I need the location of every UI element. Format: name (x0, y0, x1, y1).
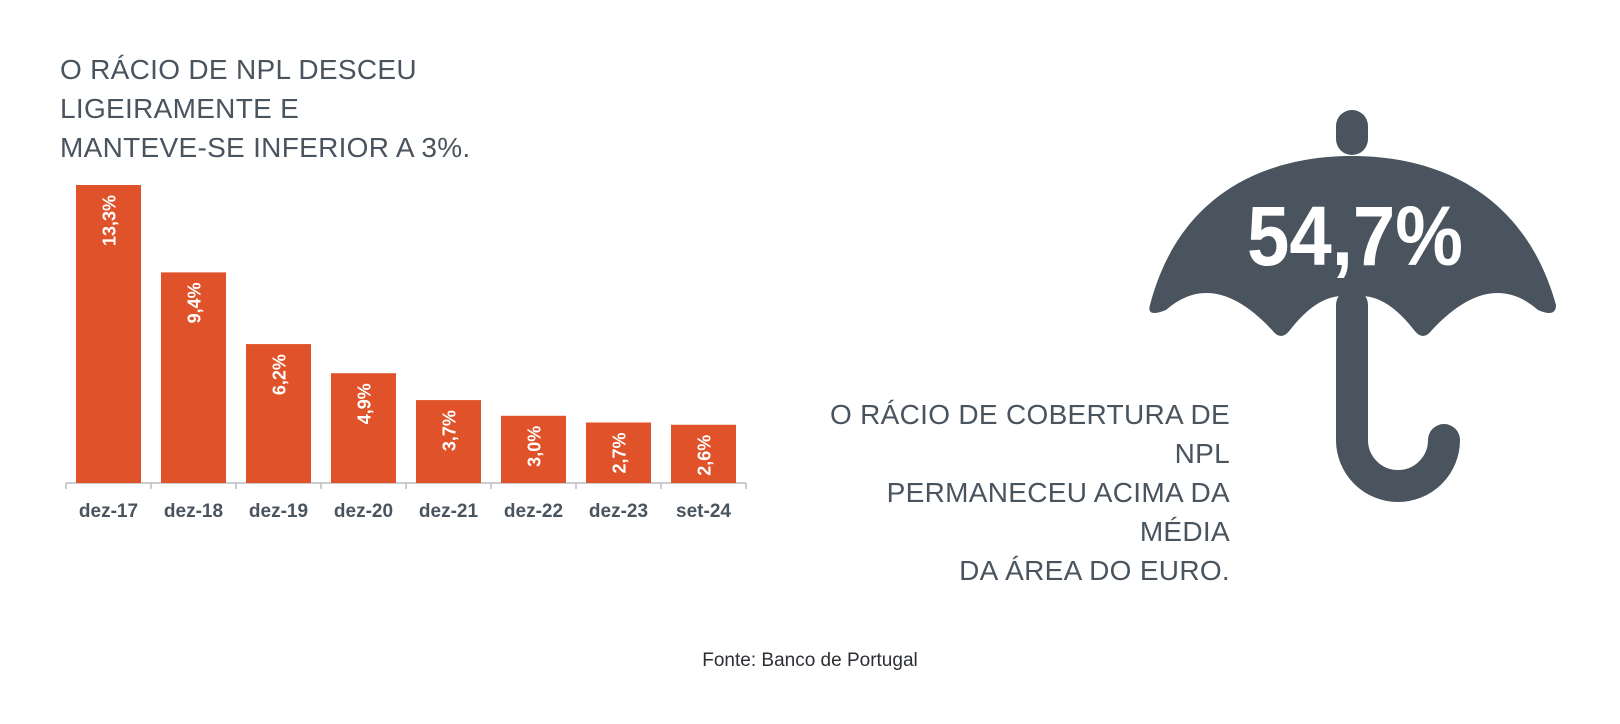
bar-dez-22 (501, 415, 566, 483)
bar-value-label: 3,0% (525, 426, 545, 467)
bar-dez-21 (416, 400, 481, 483)
bar-value-label: 6,2% (270, 354, 290, 395)
umbrella-handle (1336, 289, 1460, 502)
bar-dez-18 (161, 272, 226, 483)
bar-value-label: 9,4% (185, 282, 205, 323)
x-tick-label: dez-22 (504, 501, 563, 522)
bar-set-24 (671, 424, 736, 483)
bar-value-label: 4,9% (355, 383, 375, 424)
bar-dez-20 (331, 373, 396, 483)
bar-value-label: 3,7% (440, 410, 460, 451)
headline-line-1: O RÁCIO DE NPL DESCEU LIGEIRAMENTE E (60, 54, 417, 124)
bar-value-label: 13,3% (100, 195, 120, 246)
headline-line-2: MANTEVE-SE INFERIOR A 3%. (60, 132, 471, 163)
bar-dez-19 (246, 344, 311, 483)
coverage-line-2: PERMANECEU ACIMA DA MÉDIA (886, 477, 1230, 547)
npl-ratio-bar-chart: 13,3% dez-17 9,4% dez-18 6,2% dez-19 4,9% dez-2… (65, 185, 747, 522)
umbrella-tip (1336, 110, 1368, 155)
umbrella-canopy (1149, 156, 1556, 336)
coverage-ratio-text: O RÁCIO DE COBERTURA DE NPL PERMANECEU A… (790, 395, 1230, 590)
x-tick-label: dez-17 (79, 501, 138, 522)
x-tick-label: dez-19 (249, 501, 308, 522)
bar-value-label: 2,7% (610, 433, 630, 474)
bar-dez-23 (586, 422, 651, 483)
coverage-value: 54,7% (1247, 189, 1463, 283)
x-tick-label: dez-23 (589, 501, 648, 522)
x-tick-label: dez-20 (334, 501, 393, 522)
bar-value-label: 2,6% (695, 435, 715, 476)
coverage-line-1: O RÁCIO DE COBERTURA DE NPL (829, 399, 1230, 469)
npl-ratio-headline: O RÁCIO DE NPL DESCEU LIGEIRAMENTE E MAN… (60, 50, 620, 167)
x-tick-label: dez-21 (419, 501, 479, 522)
x-tick-label: set-24 (676, 501, 731, 522)
coverage-line-3: DA ÁREA DO EURO. (959, 555, 1230, 586)
bar-dez-17 (76, 185, 141, 483)
x-tick-label: dez-18 (164, 501, 223, 522)
source-note: Fonte: Banco de Portugal (702, 650, 918, 671)
